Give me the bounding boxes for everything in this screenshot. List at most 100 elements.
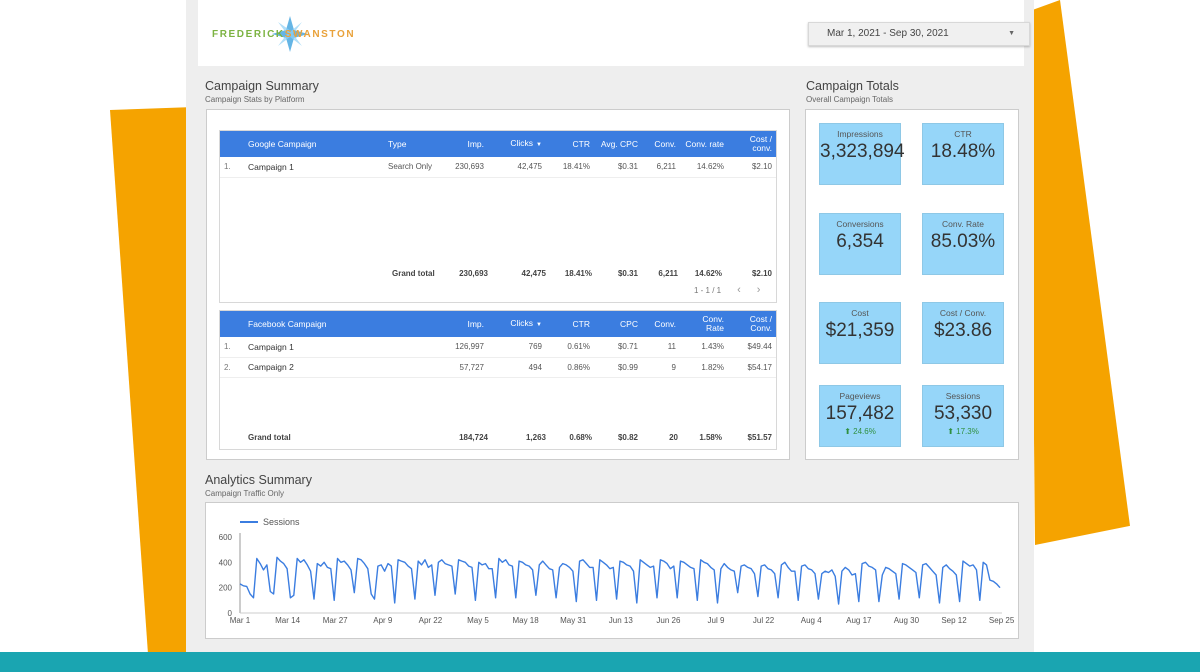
kpi-value: 6,354: [836, 231, 884, 252]
cell-clicks: 494: [488, 357, 546, 378]
kpi-ctr: CTR 18.48%: [922, 123, 1004, 185]
header-clicks[interactable]: Clicks ▼: [488, 131, 546, 157]
kpi-change-value: 24.6%: [853, 427, 876, 436]
x-tick-label: Mar 27: [323, 616, 348, 625]
campaign-tables-panel: Google Campaign Type Imp. Clicks ▼ CTR Av…: [206, 109, 790, 460]
x-tick-label: May 18: [512, 616, 539, 625]
x-tick-label: Mar 14: [275, 616, 300, 625]
analytics-summary-subtitle: Campaign Traffic Only: [205, 489, 284, 498]
kpi-label: CTR: [954, 129, 972, 139]
google-grand-imp: 230,693: [459, 269, 488, 278]
header-imp[interactable]: Imp.: [444, 311, 488, 337]
star-logo-icon: [272, 16, 308, 52]
kpi-label: Pageviews: [839, 391, 881, 401]
header-type[interactable]: Type: [384, 131, 444, 157]
kpi-label: Cost / Conv.: [939, 308, 987, 318]
cell-imp: 126,997: [444, 337, 488, 358]
decor-orange-right: [1030, 0, 1130, 545]
chevron-left-icon[interactable]: ‹: [737, 284, 741, 296]
arrow-up-icon: ⬆: [947, 427, 954, 436]
x-tick-label: Sep 25: [989, 616, 1015, 625]
x-axis: Mar 1 Mar 14 Mar 27 Apr 9 Apr 22 May 5 May 18 M…: [230, 612, 1015, 625]
table-row[interactable]: 1. Campaign 1 Search Only 230,693 42,475…: [220, 157, 776, 178]
cell-conv-rate: 1.82%: [680, 357, 728, 378]
header-index: [220, 311, 244, 337]
kpi-cost: Cost $21,359: [819, 302, 901, 364]
google-grand-cpc: $0.31: [617, 269, 638, 278]
date-range-picker[interactable]: Mar 1, 2021 - Sep 30, 2021 ▼: [808, 22, 1030, 46]
x-tick-label: Apr 22: [419, 616, 443, 625]
header-clicks[interactable]: Clicks ▼: [488, 311, 546, 337]
google-table-grid: Google Campaign Type Imp. Clicks ▼ CTR Av…: [220, 131, 776, 178]
header-avg-cpc[interactable]: Avg. CPC: [594, 131, 642, 157]
facebook-grand-cpc: $0.82: [617, 433, 638, 442]
google-grand-cost-per-conv: $2.10: [751, 269, 772, 278]
series-line-sessions[interactable]: [239, 556, 1001, 605]
campaign-type: Search Only: [384, 157, 444, 178]
facebook-table-header: Facebook Campaign Imp. Clicks ▼ CTR CPC C…: [220, 311, 776, 337]
facebook-grand-imp: 184,724: [459, 433, 488, 442]
header-conv[interactable]: Conv.: [642, 131, 680, 157]
cell-clicks: 769: [488, 337, 546, 358]
facebook-grand-conv: 20: [669, 433, 678, 442]
chevron-right-icon[interactable]: ›: [756, 284, 761, 296]
kpi-label: Impressions: [837, 129, 883, 139]
facebook-grand-conv-rate: 1.58%: [699, 433, 722, 442]
facebook-grand-total-label: Grand total: [248, 433, 291, 442]
kpi-value: 18.48%: [930, 141, 996, 162]
header-google-campaign[interactable]: Google Campaign: [244, 131, 384, 157]
campaign-summary-title: Campaign Summary: [205, 79, 319, 93]
header-ctr[interactable]: CTR: [546, 311, 594, 337]
header-ctr[interactable]: CTR: [546, 131, 594, 157]
header-imp[interactable]: Imp.: [444, 131, 488, 157]
chevron-down-icon[interactable]: ▼: [1008, 30, 1015, 37]
header-conv-rate[interactable]: Conv. Rate: [680, 311, 728, 337]
kpi-cost-per-conv: Cost / Conv. $23.86: [922, 302, 1004, 364]
header-clicks-label: Clicks: [510, 137, 534, 148]
sort-desc-icon: ▼: [536, 141, 542, 148]
kpi-conversions: Conversions 6,354: [819, 213, 901, 275]
campaign-totals-subtitle: Overall Campaign Totals: [806, 95, 894, 104]
row-index: 2.: [220, 357, 244, 378]
y-tick-label: 400: [219, 558, 233, 567]
kpi-label: Conv. Rate: [942, 219, 984, 229]
header-cost-per-conv[interactable]: Cost / Conv.: [728, 311, 776, 337]
chart-legend: Sessions: [240, 517, 300, 527]
campaign-name: Campaign 2: [244, 357, 444, 378]
cell-cpc: $0.99: [594, 357, 642, 378]
cell-cpc: $0.71: [594, 337, 642, 358]
header-facebook-campaign[interactable]: Facebook Campaign: [244, 311, 444, 337]
y-tick-label: 0: [228, 609, 233, 618]
kpi-conv-rate: Conv. Rate 85.03%: [922, 213, 1004, 275]
table-row[interactable]: 2. Campaign 2 57,727 494 0.86% $0.99 9 1…: [220, 357, 776, 378]
x-tick-label: Jun 13: [609, 616, 634, 625]
x-tick-label: Jul 9: [708, 616, 725, 625]
header-index: [220, 131, 244, 157]
logo-text-left: FREDERICK: [212, 28, 285, 40]
google-grand-clicks: 42,475: [521, 269, 546, 278]
cell-imp: 230,693: [444, 157, 488, 178]
header-cpc[interactable]: CPC: [594, 311, 642, 337]
logo-wordmark: FREDERICKSWANSTON: [212, 29, 355, 40]
pagination: 1 - 1 / 1 ‹ ›: [694, 284, 760, 296]
kpi-change: ⬆ 17.3%: [923, 427, 1003, 436]
kpi-pageviews: Pageviews 157,482 ⬆ 24.6%: [819, 385, 901, 447]
kpi-label: Conversions: [836, 219, 884, 229]
x-tick-label: Aug 30: [894, 616, 920, 625]
google-grand-conv-rate: 14.62%: [694, 269, 722, 278]
x-tick-label: Jul 22: [753, 616, 775, 625]
cell-cost-per-conv: $49.44: [728, 337, 776, 358]
cell-conv-rate: 14.62%: [680, 157, 728, 178]
sort-desc-icon: ▼: [536, 321, 542, 328]
header-conv[interactable]: Conv.: [642, 311, 680, 337]
cell-conv: 9: [642, 357, 680, 378]
facebook-table-grid: Facebook Campaign Imp. Clicks ▼ CTR CPC C…: [220, 311, 776, 378]
kpi-label: Cost: [851, 308, 869, 318]
cell-ctr: 0.86%: [546, 357, 594, 378]
header-cost-per-conv[interactable]: Cost / conv.: [728, 131, 776, 157]
kpi-label: Sessions: [945, 391, 981, 401]
header-clicks-label: Clicks: [510, 317, 534, 328]
table-row[interactable]: 1. Campaign 1 126,997 769 0.61% $0.71 11…: [220, 337, 776, 358]
legend-label-sessions: Sessions: [263, 517, 300, 527]
header-conv-rate[interactable]: Conv. rate: [680, 131, 728, 157]
